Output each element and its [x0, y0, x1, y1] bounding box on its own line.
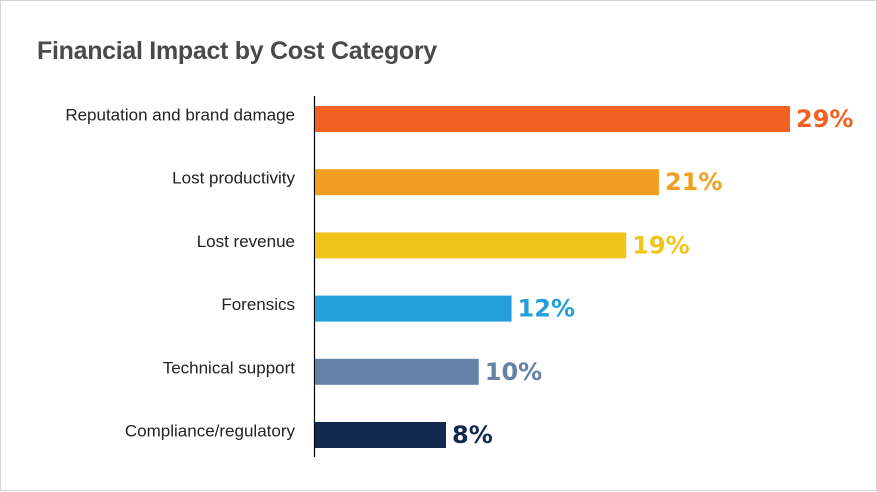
chart-title: Financial Impact by Cost Category [37, 37, 437, 65]
category-label: Reputation and brand damage [65, 105, 295, 124]
category-label: Compliance/regulatory [125, 421, 296, 440]
bar [315, 232, 627, 259]
category-label: Technical support [163, 358, 296, 377]
category-label: Forensics [221, 295, 295, 314]
value-label: 19% [632, 231, 689, 259]
bar [315, 358, 479, 385]
value-label: 29% [796, 105, 853, 133]
bar [315, 169, 659, 196]
bar [315, 295, 512, 322]
category-label: Lost productivity [172, 169, 295, 188]
value-label: 8% [452, 421, 493, 449]
value-label: 12% [518, 295, 575, 323]
value-label: 21% [665, 168, 722, 196]
value-label: 10% [485, 358, 542, 386]
bar [315, 422, 447, 448]
category-label: Lost revenue [197, 232, 295, 251]
bar [315, 106, 790, 132]
